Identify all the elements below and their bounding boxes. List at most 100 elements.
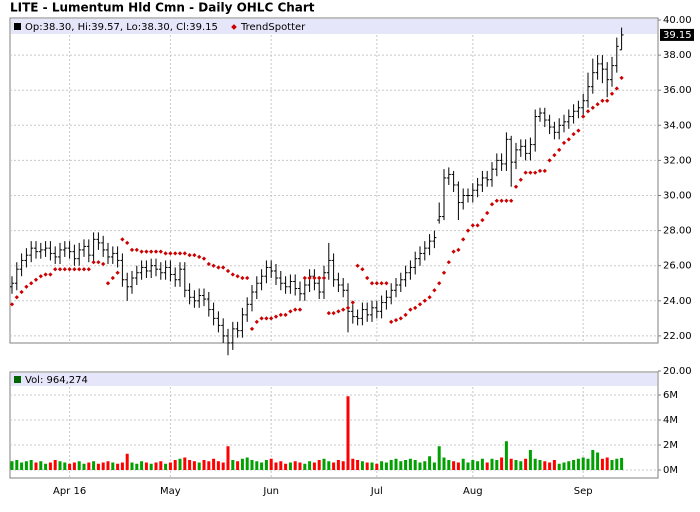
- y-tick-label: 22.00: [663, 331, 692, 342]
- volume-bar: [543, 461, 547, 470]
- volume-bar: [365, 462, 369, 470]
- trend-dot: [547, 158, 552, 163]
- y-tick-label: 2M: [663, 440, 678, 451]
- trend-dot: [249, 326, 255, 332]
- volume-bar: [101, 462, 105, 470]
- trend-dot: [269, 316, 274, 321]
- trend-dot: [326, 310, 331, 316]
- volume-bar: [236, 461, 240, 470]
- volume-bar: [231, 460, 235, 470]
- trend-dot: [254, 319, 259, 324]
- y-tick-label: 30.00: [663, 191, 692, 202]
- trend-dot: [245, 275, 250, 281]
- volume-bar: [605, 457, 609, 470]
- volume-bar: [106, 461, 110, 470]
- volume-bar: [413, 460, 417, 470]
- volume-bar: [423, 461, 427, 470]
- trend-dot: [518, 177, 523, 182]
- volume-bar: [72, 462, 76, 470]
- x-tick-label: Apr 16: [53, 486, 86, 497]
- trend-dot: [120, 237, 125, 242]
- volume-bar: [149, 463, 153, 470]
- trend-dot: [302, 275, 307, 281]
- trend-dot: [365, 275, 370, 281]
- trend-dot: [341, 307, 346, 312]
- volume-bar: [53, 460, 57, 470]
- volume-bar: [360, 461, 364, 470]
- volume-bar: [116, 463, 120, 470]
- trend-dot: [168, 251, 173, 256]
- y-tick-label: 0M: [663, 465, 678, 476]
- trend-dot: [264, 316, 269, 321]
- trend-dot: [129, 247, 135, 253]
- y-tick-label: 26.00: [663, 261, 692, 272]
- trend-dot: [379, 281, 384, 286]
- trend-dot: [350, 300, 355, 305]
- volume-bar: [24, 461, 28, 470]
- volume-bar: [504, 441, 508, 470]
- legend-label: Vol: 964,274: [25, 375, 88, 386]
- volume-bar: [144, 462, 148, 470]
- trend-dot: [278, 312, 283, 317]
- trend-dot: [475, 223, 480, 228]
- volume-bar: [29, 460, 33, 470]
- trend-dot: [173, 251, 178, 256]
- x-tick-label: Jun: [262, 486, 279, 497]
- trend-dot: [216, 265, 221, 270]
- volume-bar: [82, 463, 86, 470]
- volume-bar: [456, 462, 460, 470]
- y-tick-label: 38.00: [663, 50, 692, 61]
- trend-dot: [437, 281, 442, 286]
- trend-dot: [446, 260, 451, 265]
- y-tick-label: 6M: [663, 390, 678, 401]
- volume-bar: [10, 461, 14, 470]
- x-tick-label: May: [160, 486, 181, 497]
- volume-bar: [567, 461, 571, 470]
- volume-bar: [120, 462, 124, 470]
- volume-bar: [207, 461, 211, 470]
- volume-bar: [221, 462, 225, 470]
- volume-bar: [245, 457, 249, 470]
- volume-bar: [130, 462, 134, 470]
- volume-bar: [255, 461, 259, 470]
- volume-bar: [317, 460, 321, 470]
- trend-dot: [432, 288, 437, 293]
- volume-bar: [44, 463, 48, 470]
- volume-bar: [380, 461, 384, 470]
- y-tick-label: 34.00: [663, 120, 692, 131]
- volume-bar: [375, 463, 379, 470]
- volume-bar: [471, 460, 475, 470]
- volume-bar: [533, 458, 537, 470]
- volume-bar: [303, 463, 307, 470]
- trend-dot: [533, 170, 538, 175]
- volume-bar: [159, 461, 163, 470]
- trend-dot: [307, 275, 312, 281]
- volume-bar: [408, 458, 412, 470]
- volume-bar: [610, 460, 614, 470]
- trend-dot: [509, 198, 514, 203]
- trend-dot: [312, 275, 317, 281]
- volume-bar: [279, 461, 283, 470]
- trend-dot: [355, 263, 360, 268]
- trend-dot: [197, 254, 202, 260]
- volume-bar: [548, 462, 552, 470]
- last-value-label: 39.15: [663, 30, 692, 41]
- trend-dot: [485, 210, 490, 216]
- volume-panel: [9, 371, 659, 479]
- trend-dot: [465, 228, 471, 233]
- volume-bar: [58, 461, 62, 470]
- trend-dot: [499, 198, 504, 203]
- volume-bar: [495, 460, 499, 470]
- volume-bar: [341, 461, 345, 470]
- volume-bar: [557, 463, 561, 470]
- volume-bar: [135, 463, 139, 470]
- volume-bar: [476, 461, 480, 470]
- volume-bar: [322, 458, 326, 470]
- volume-bar: [68, 463, 72, 470]
- trend-dot: [149, 249, 154, 254]
- trend-dot: [134, 247, 139, 253]
- volume-bar: [188, 460, 192, 470]
- volume-bar: [164, 463, 168, 470]
- volume-bar: [552, 460, 556, 470]
- trend-dot: [201, 256, 207, 261]
